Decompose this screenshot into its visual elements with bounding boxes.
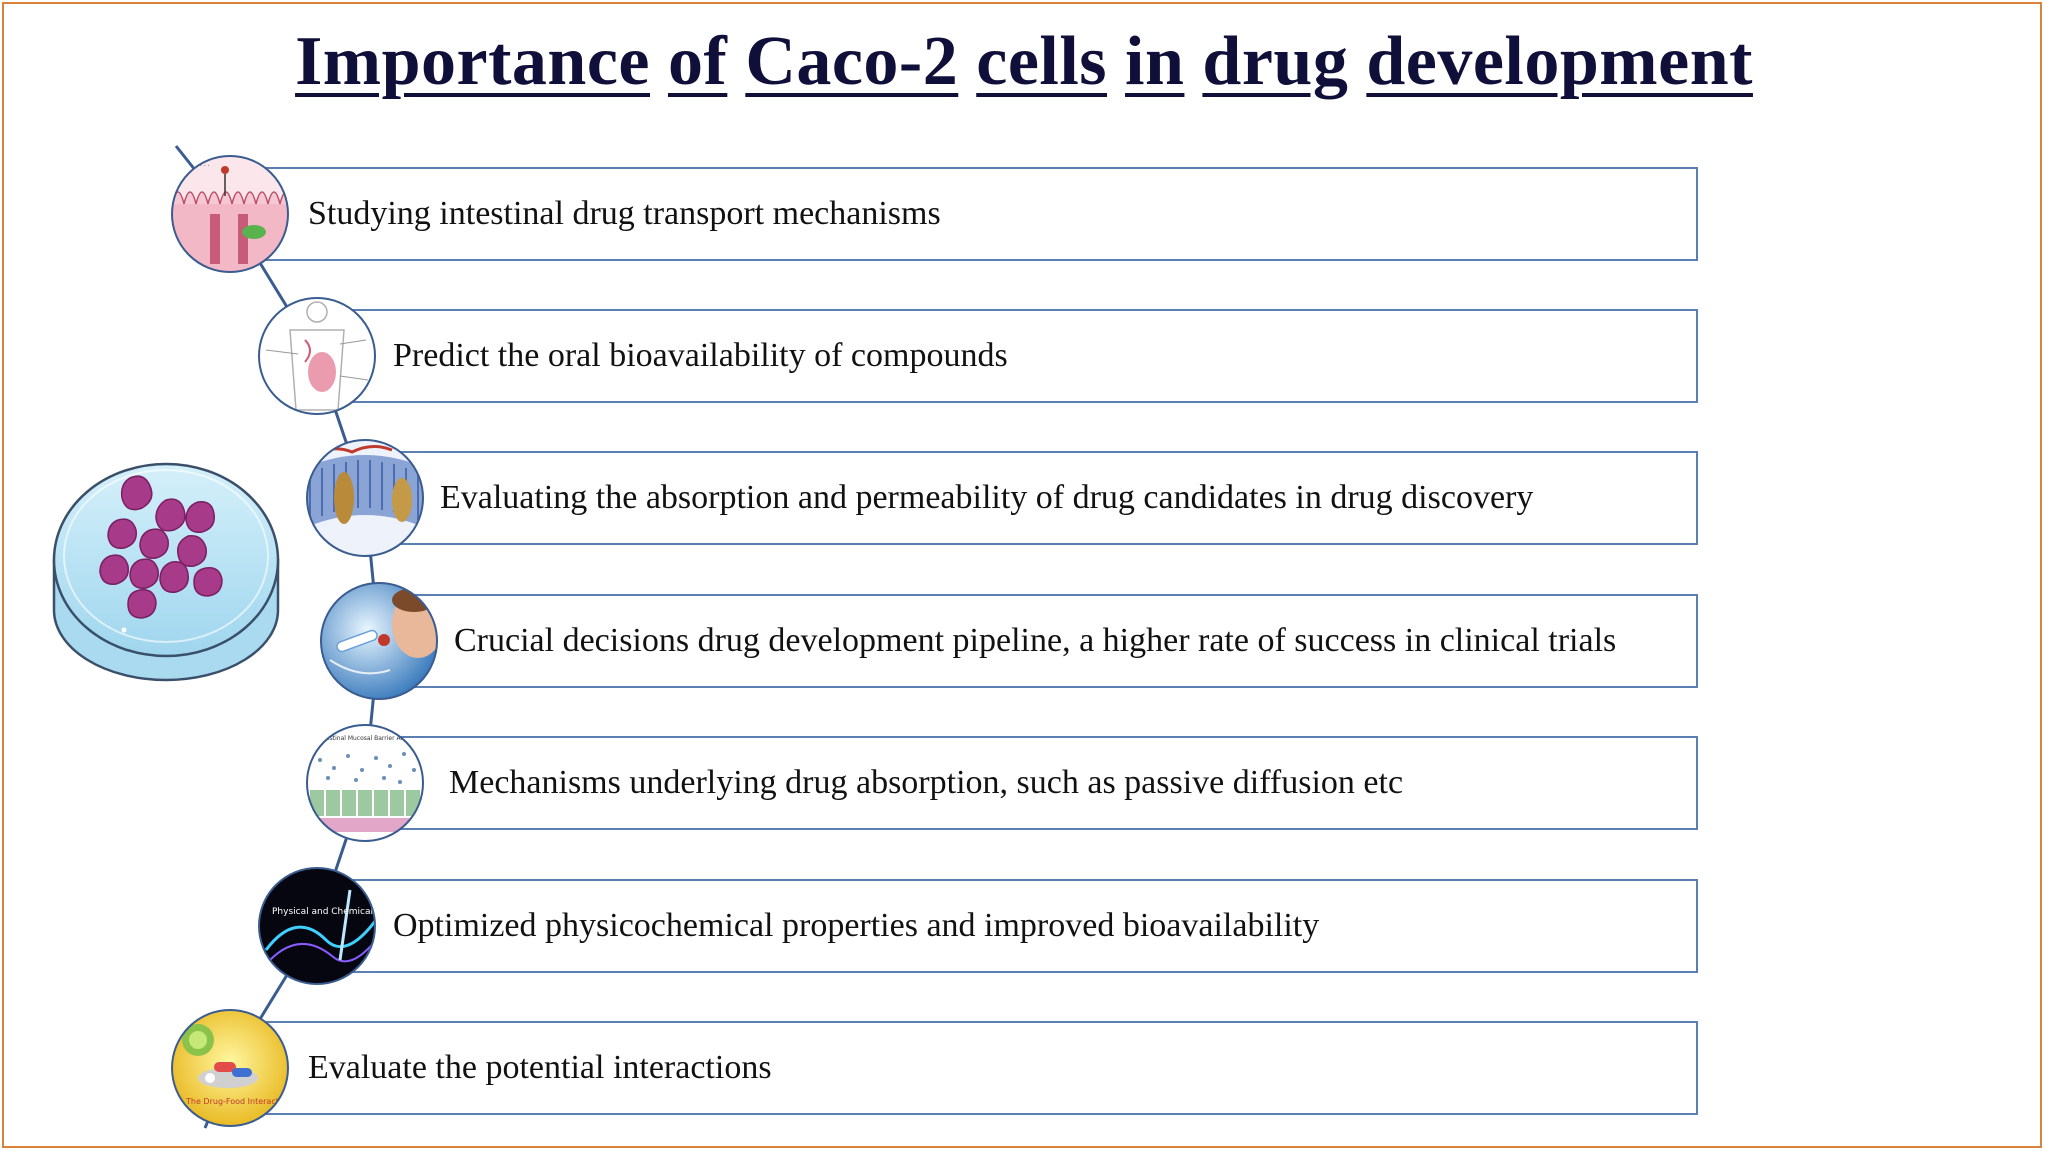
human-body-icon [259, 298, 375, 414]
item-box-6 [348, 879, 1698, 973]
cell-membrane-icon [307, 440, 423, 556]
item-label-7: Evaluate the potential interactions [308, 1049, 772, 1086]
mucosal-caption: Intestinal Mucosal Barrier Anatomy [318, 735, 424, 742]
lab-research-icon [321, 583, 437, 699]
item-label-3: Evaluating the absorption and permeabili… [440, 479, 1534, 516]
physicochemical-icon: Physical and Chemical Properties [259, 868, 422, 984]
title-word: drug [1202, 23, 1349, 100]
item-box-5 [395, 736, 1698, 830]
title-word: Importance [295, 23, 650, 100]
item-label-2: Predict the oral bioavailability of comp… [393, 337, 1008, 374]
slide-title: Importance of Caco-2 cells in drug devel… [0, 22, 2048, 102]
item-label-5: Mechanisms underlying drug absorption, s… [449, 764, 1404, 801]
title-word: of [668, 23, 728, 100]
title-word: development [1366, 23, 1753, 100]
item-box-4 [408, 594, 1698, 688]
title-word: Caco-2 [745, 23, 959, 100]
mucosal-barrier-icon: Intestinal Mucosal Barrier Anatomy [307, 725, 424, 841]
drug-food-interaction-icon: The Drug-Food Interaction [172, 1010, 291, 1126]
physicochemical-caption: Physical and Chemical Properties [272, 907, 422, 917]
title-word: cells [976, 23, 1108, 100]
item-label-1: Studying intestinal drug transport mecha… [308, 195, 941, 232]
drug-food-caption: The Drug-Food Interaction [185, 1097, 291, 1106]
item-box-1 [262, 167, 1698, 261]
title-word: in [1125, 23, 1185, 100]
svg-text:· · ·: · · · [200, 163, 210, 170]
intestinal-transport-icon: · · · [172, 156, 288, 272]
item-box-2 [348, 309, 1698, 403]
item-box-3 [395, 451, 1698, 545]
item-label-4: Crucial decisions drug development pipel… [454, 622, 1617, 659]
petri-dish-icon [52, 443, 280, 682]
item-label-6: Optimized physicochemical properties and… [393, 907, 1320, 944]
item-box-7 [262, 1021, 1698, 1115]
